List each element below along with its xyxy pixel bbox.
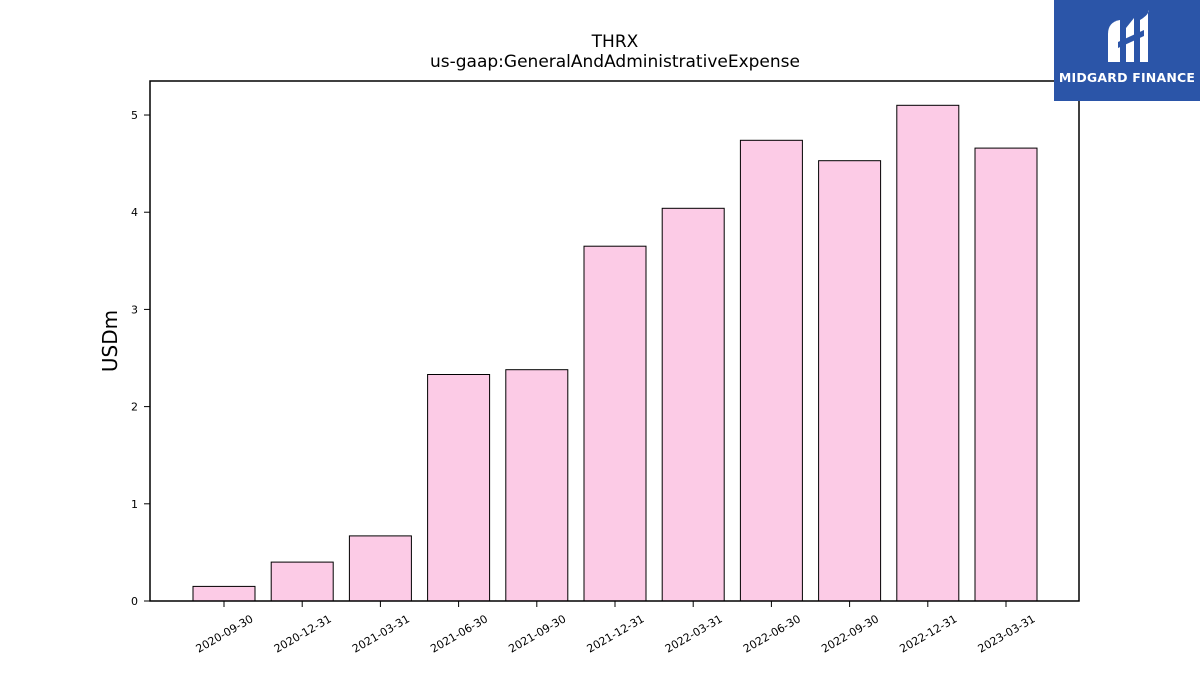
x-tick-label: 2021-03-31 [350, 612, 412, 655]
logo-text: MIDGARD FINANCE [1058, 70, 1196, 85]
y-tick-label: 3 [131, 303, 138, 316]
bar-2022-09-30 [818, 160, 882, 602]
plot-frame [149, 80, 1080, 602]
x-tick-label: 2023-03-31 [976, 612, 1038, 655]
x-tick-label: 2021-12-31 [585, 612, 647, 655]
bar-2021-12-31 [583, 245, 647, 602]
bar-2020-09-30 [192, 585, 256, 602]
x-tick-label: 2022-03-31 [663, 612, 725, 655]
y-tick-label: 2 [131, 401, 138, 414]
x-tick-label: 2020-12-31 [272, 612, 334, 655]
y-axis-label: USDm [98, 310, 122, 372]
bar-2022-12-31 [896, 104, 960, 602]
y-tick-label: 4 [131, 206, 138, 219]
x-tick-label: 2022-09-30 [819, 612, 881, 655]
chart-title: THRX [591, 32, 639, 52]
bar-2022-03-31 [661, 207, 725, 602]
y-axis: 0 1 2 3 4 5 [131, 109, 150, 608]
x-tick-label: 2021-06-30 [428, 612, 490, 655]
x-tick-label: 2020-09-30 [194, 612, 256, 655]
x-tick-label: 2021-09-30 [506, 612, 568, 655]
logo-mark-icon [1108, 10, 1149, 62]
bar-2020-12-31 [270, 561, 334, 602]
bar-2021-06-30 [427, 374, 491, 602]
bar-2021-09-30 [505, 369, 569, 602]
x-tick-label: 2022-06-30 [741, 612, 803, 655]
bar-2021-03-31 [348, 535, 412, 602]
y-tick-label: 5 [131, 109, 138, 122]
x-tick-label: 2022-12-31 [897, 612, 959, 655]
bar-2022-06-30 [739, 139, 803, 602]
y-tick-label: 0 [131, 595, 138, 608]
midgard-finance-logo: MIDGARD FINANCE [1054, 0, 1200, 101]
bars-group [192, 104, 1038, 602]
bar-2023-03-31 [974, 147, 1038, 602]
y-tick-label: 1 [131, 498, 138, 511]
chart-subtitle: us-gaap:GeneralAndAdministrativeExpense [430, 52, 800, 72]
x-axis: 2020-09-30 2020-12-31 2021-03-31 2021-06-30… [194, 601, 1038, 656]
